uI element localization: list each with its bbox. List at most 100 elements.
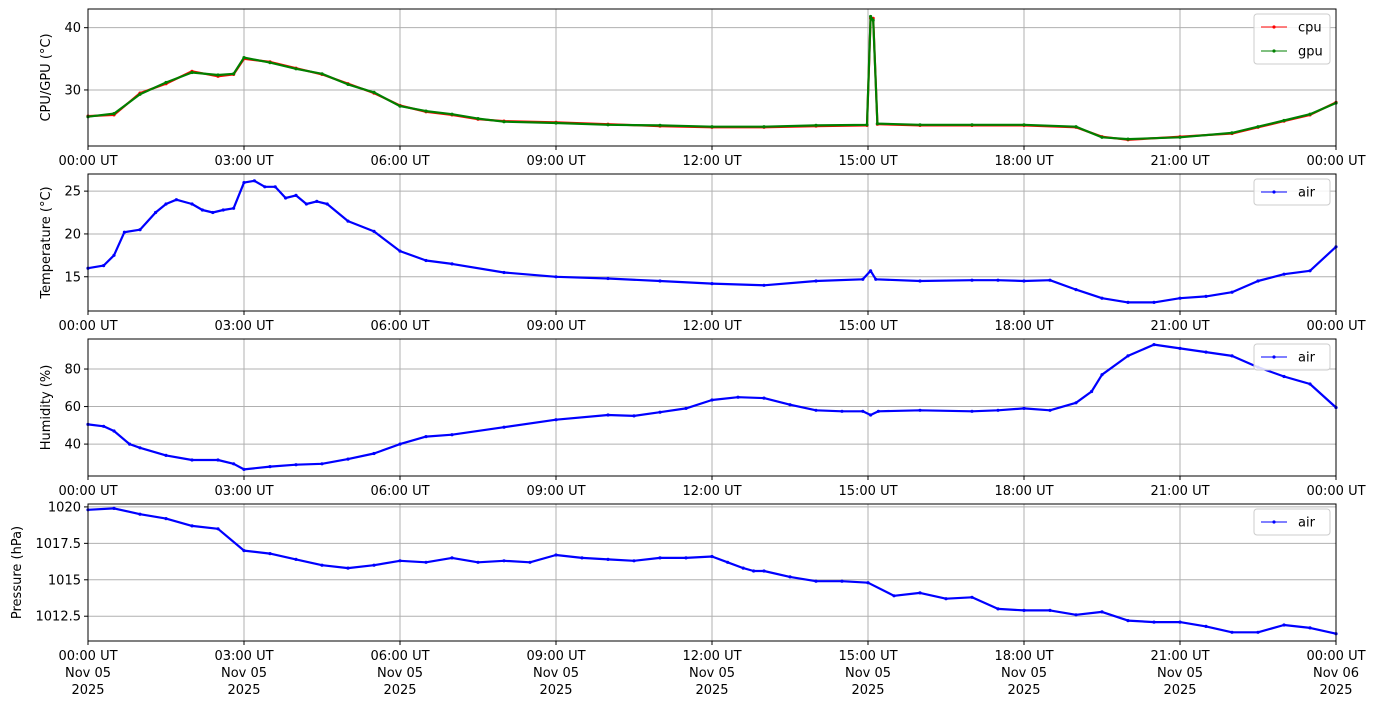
data-point-gpu (1126, 137, 1130, 141)
data-point-air (554, 553, 558, 557)
data-point-air (502, 270, 506, 275)
data-point-gpu (294, 67, 298, 71)
x-tick-label: 15:00 UT (838, 319, 897, 334)
data-point-gpu (450, 112, 454, 116)
data-point-air (294, 557, 298, 562)
data-point-air (112, 253, 116, 257)
data-point-air (154, 210, 158, 215)
data-point-air (315, 199, 319, 203)
data-point-air (762, 569, 766, 573)
y-tick-label: 60 (64, 400, 81, 415)
y-tick-label: 1015 (48, 573, 81, 588)
data-point-gpu (372, 90, 376, 94)
data-point-gpu (190, 70, 194, 75)
data-point-air (996, 408, 1000, 412)
data-point-air (840, 579, 844, 583)
x-tick-label: 21:00 UT (1150, 319, 1209, 334)
data-point-gpu (1282, 118, 1286, 123)
data-point-air (450, 433, 454, 437)
data-point-air (190, 524, 194, 528)
data-point-gpu (398, 104, 402, 108)
data-point-gpu (871, 18, 875, 22)
legend-marker-air (1272, 190, 1276, 194)
y-axis-label: Temperature (°C) (39, 186, 54, 299)
data-point-air (304, 202, 308, 206)
data-point-air (1308, 269, 1312, 273)
x-tick-label: 12:00 UT Nov 05 2025 (682, 649, 741, 698)
data-point-gpu (1100, 135, 1104, 139)
chart-panel-1: 00:00 UT 03:00 UT 06:00 UT 09:00 UT 12:00 UT… (39, 8, 1366, 169)
data-point-gpu (1178, 135, 1182, 139)
data-point-air (1178, 620, 1182, 624)
legend: air (1253, 178, 1331, 206)
data-point-air (398, 249, 402, 253)
data-point-air (450, 556, 454, 560)
data-point-gpu (762, 125, 766, 129)
data-point-air (876, 409, 881, 413)
x-tick-label: 00:00 UT (58, 319, 117, 334)
legend: air (1253, 508, 1331, 536)
data-point-gpu (320, 72, 324, 76)
x-tick-label: 09:00 UT (526, 319, 585, 334)
data-point-gpu (710, 125, 714, 129)
data-point-air (970, 278, 974, 282)
data-point-air (346, 457, 350, 461)
x-tick-label: 18:00 UT Nov 05 2025 (994, 649, 1053, 698)
y-tick-label: 40 (64, 438, 81, 453)
data-point-air (1100, 373, 1104, 377)
x-tick-label: 18:00 UT (994, 154, 1053, 169)
data-point-gpu (216, 73, 220, 77)
data-point-air (174, 198, 178, 202)
axes-frame (87, 338, 1337, 477)
data-point-air (268, 465, 272, 469)
data-point-air (122, 230, 126, 234)
data-point-gpu (918, 123, 922, 127)
data-point-air (346, 566, 350, 570)
x-tick-label: 03:00 UT Nov 05 2025 (214, 649, 273, 698)
y-tick-label: 25 (64, 185, 81, 200)
data-point-air (138, 512, 142, 516)
x-tick-label: 00:00 UT (58, 484, 117, 499)
data-point-air (1152, 343, 1156, 347)
data-point-air (970, 409, 974, 413)
data-point-air (1126, 619, 1130, 623)
legend-marker-gpu (1272, 49, 1276, 53)
legend-marker-air (1272, 355, 1276, 359)
legend-label-air: air (1298, 186, 1316, 201)
data-point-air (752, 569, 756, 573)
data-point-air (814, 408, 818, 412)
x-tick-label: 03:00 UT (214, 484, 273, 499)
series-air (86, 179, 1338, 304)
data-point-air (1256, 279, 1260, 283)
series-line-air (87, 343, 1337, 471)
data-point-air (1022, 279, 1026, 283)
data-point-air (658, 410, 662, 414)
data-point-air (164, 517, 168, 521)
data-point-air (263, 185, 267, 189)
data-point-gpu (1074, 125, 1078, 129)
x-tick-label: 12:00 UT (682, 154, 741, 169)
series-air (86, 506, 1338, 636)
x-tick-label: 09:00 UT (526, 484, 585, 499)
x-tick-label: 00:00 UT (1306, 154, 1365, 169)
data-point-air (710, 282, 714, 286)
x-tick-label: 09:00 UT Nov 05 2025 (526, 649, 585, 698)
axes-frame (87, 503, 1337, 642)
y-axis-label: Humidity (%) (39, 365, 54, 451)
data-point-air (996, 278, 1000, 282)
data-point-air (398, 559, 402, 563)
data-point-air (861, 277, 865, 281)
y-tick-label: 1017.5 (36, 537, 82, 552)
data-point-air (1308, 382, 1312, 386)
data-point-gpu (424, 109, 428, 113)
x-tick-label: 00:00 UT Nov 06 2025 (1306, 649, 1365, 698)
data-point-air (970, 595, 974, 599)
data-point-air (346, 219, 350, 223)
data-point-air (1048, 608, 1052, 613)
y-axis-label: Pressure (hPa) (10, 526, 25, 619)
data-point-air (294, 463, 298, 467)
chart-panel-2: 00:00 UT 03:00 UT 06:00 UT 09:00 UT 12:00 UT… (39, 173, 1366, 334)
data-point-air (684, 556, 688, 560)
data-point-air (606, 557, 610, 562)
data-point-gpu (554, 121, 558, 125)
